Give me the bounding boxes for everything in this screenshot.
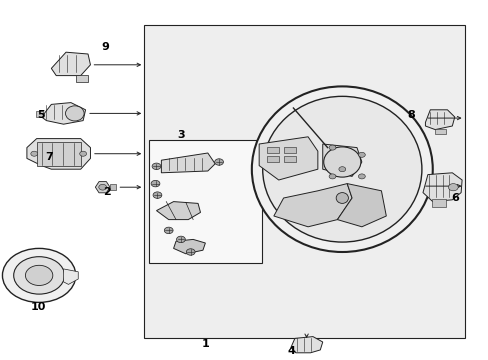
Text: 8: 8 <box>406 110 414 120</box>
Polygon shape <box>156 202 200 220</box>
Polygon shape <box>41 103 85 124</box>
Ellipse shape <box>323 147 360 177</box>
Ellipse shape <box>65 106 84 121</box>
Bar <box>431 199 446 207</box>
Circle shape <box>164 227 173 234</box>
Circle shape <box>152 163 161 170</box>
Circle shape <box>14 257 64 294</box>
Polygon shape <box>161 153 215 173</box>
Circle shape <box>153 192 162 198</box>
Circle shape <box>328 174 335 179</box>
Bar <box>37 142 81 166</box>
Circle shape <box>25 265 53 285</box>
Circle shape <box>31 151 38 156</box>
Circle shape <box>214 159 223 165</box>
Polygon shape <box>425 110 454 130</box>
Polygon shape <box>63 269 78 284</box>
Bar <box>76 75 88 82</box>
Polygon shape <box>51 52 90 76</box>
Polygon shape <box>322 144 361 176</box>
Ellipse shape <box>251 86 432 252</box>
Bar <box>283 147 295 153</box>
Circle shape <box>99 184 106 190</box>
Polygon shape <box>273 184 351 227</box>
Bar <box>283 156 295 162</box>
Polygon shape <box>422 173 461 202</box>
Text: 7: 7 <box>45 152 53 162</box>
Polygon shape <box>173 239 205 254</box>
Circle shape <box>186 249 195 255</box>
Circle shape <box>151 180 160 187</box>
Bar <box>266 156 278 162</box>
Bar <box>266 147 278 153</box>
Text: 1: 1 <box>201 339 209 349</box>
Polygon shape <box>27 139 90 169</box>
Polygon shape <box>259 137 317 180</box>
Text: 9: 9 <box>101 42 109 52</box>
Bar <box>36 111 43 117</box>
Text: 3: 3 <box>177 130 184 140</box>
Ellipse shape <box>336 193 347 203</box>
Circle shape <box>80 151 86 156</box>
Text: 2: 2 <box>102 186 110 197</box>
Circle shape <box>358 174 365 179</box>
Circle shape <box>338 167 345 172</box>
Circle shape <box>447 184 457 191</box>
Ellipse shape <box>262 96 421 242</box>
Polygon shape <box>95 181 110 193</box>
Text: 6: 6 <box>450 193 458 203</box>
Bar <box>434 129 445 134</box>
Bar <box>149 140 261 263</box>
Polygon shape <box>290 337 322 353</box>
Polygon shape <box>337 184 386 227</box>
Bar <box>109 184 116 190</box>
Text: 10: 10 <box>30 302 46 312</box>
Text: 4: 4 <box>287 346 295 356</box>
Circle shape <box>358 152 365 157</box>
Bar <box>144 25 464 338</box>
Circle shape <box>328 145 335 150</box>
Text: 5: 5 <box>37 110 44 120</box>
Circle shape <box>2 248 76 302</box>
Circle shape <box>176 236 185 243</box>
